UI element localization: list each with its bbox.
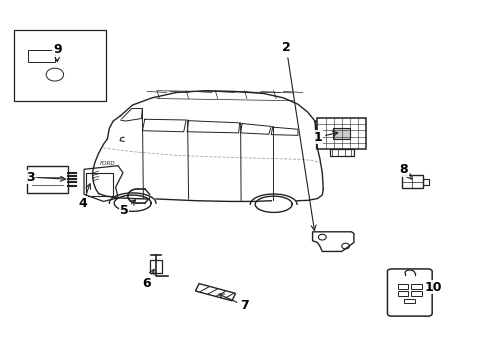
Bar	[86, 173, 113, 196]
Bar	[397, 291, 407, 296]
Text: FORD: FORD	[100, 161, 115, 166]
Text: 8: 8	[399, 163, 410, 179]
Bar	[329, 149, 353, 157]
Bar	[195, 284, 235, 301]
Bar	[422, 179, 428, 185]
Text: 3: 3	[26, 171, 65, 184]
Text: 2: 2	[282, 41, 315, 230]
Bar	[150, 260, 162, 273]
Bar	[397, 284, 407, 289]
Bar	[404, 299, 414, 302]
Text: 5: 5	[120, 200, 135, 217]
Text: 4: 4	[79, 184, 90, 210]
Bar	[401, 175, 422, 188]
Bar	[317, 118, 366, 149]
Text: 7: 7	[219, 294, 248, 312]
Text: 9: 9	[53, 43, 61, 62]
Text: 6: 6	[142, 269, 154, 290]
Bar	[27, 166, 68, 193]
Text: 1: 1	[313, 131, 337, 144]
Bar	[28, 50, 55, 62]
Bar	[332, 128, 350, 139]
Bar	[14, 30, 106, 102]
Text: 10: 10	[424, 281, 441, 294]
Bar	[410, 284, 421, 289]
Bar	[410, 291, 421, 296]
